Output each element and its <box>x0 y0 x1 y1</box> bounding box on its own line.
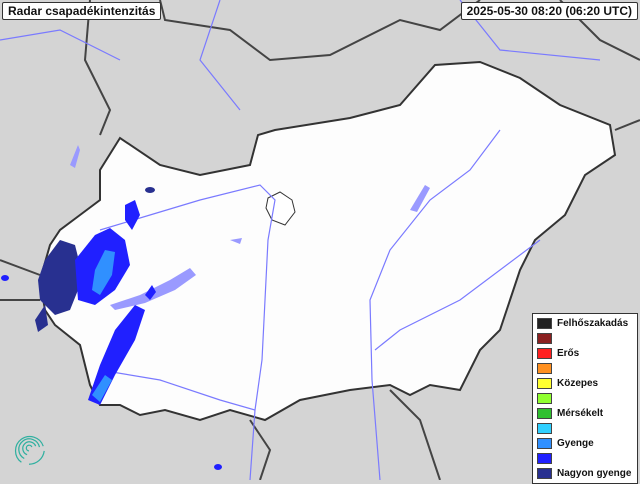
legend-swatch <box>537 423 552 434</box>
legend-swatch <box>537 363 552 374</box>
lake-velence <box>230 238 242 244</box>
legend-label: Gyenge <box>557 438 594 449</box>
legend-swatch <box>537 393 552 404</box>
radar-echoes <box>1 187 222 470</box>
legend-item <box>537 331 637 346</box>
legend-swatch <box>537 408 552 419</box>
legend-item: Nagyon gyenge <box>537 466 637 481</box>
timestamp: 2025-05-30 08:20 (06:20 UTC) <box>460 2 638 20</box>
legend-label: Felhőszakadás <box>557 318 629 329</box>
legend-item <box>537 391 637 406</box>
legend-swatch <box>537 348 552 359</box>
legend-swatch <box>537 453 552 464</box>
spiral-logo-icon <box>14 435 45 465</box>
legend-item <box>537 361 637 376</box>
legend-item: Erős <box>537 346 637 361</box>
legend-swatch <box>537 318 552 329</box>
legend-swatch <box>537 378 552 389</box>
lake-neusiedl <box>70 145 80 168</box>
legend-swatch <box>537 468 552 479</box>
map-title: Radar csapadékintenzitás <box>2 2 162 20</box>
intensity-legend: Felhőszakadás Erős Közepes Mérsékelt Gyenge N… <box>532 313 638 484</box>
legend-item: Felhőszakadás <box>537 316 637 331</box>
lake-tisza <box>410 185 430 212</box>
rivers <box>0 0 601 480</box>
legend-label: Erős <box>557 348 580 359</box>
legend-swatch <box>537 438 552 449</box>
legend-label: Közepes <box>557 378 599 389</box>
hungary-territory <box>38 60 617 422</box>
legend-item: Gyenge <box>537 436 637 451</box>
legend-item: Közepes <box>537 376 637 391</box>
legend-item <box>537 421 637 436</box>
legend-label: Mérsékelt <box>557 408 604 419</box>
budapest-outline <box>265 191 296 226</box>
legend-item <box>537 451 637 466</box>
legend-label: Nagyon gyenge <box>557 468 632 479</box>
legend-item: Mérsékelt <box>537 406 637 421</box>
legend-swatch <box>537 333 552 344</box>
